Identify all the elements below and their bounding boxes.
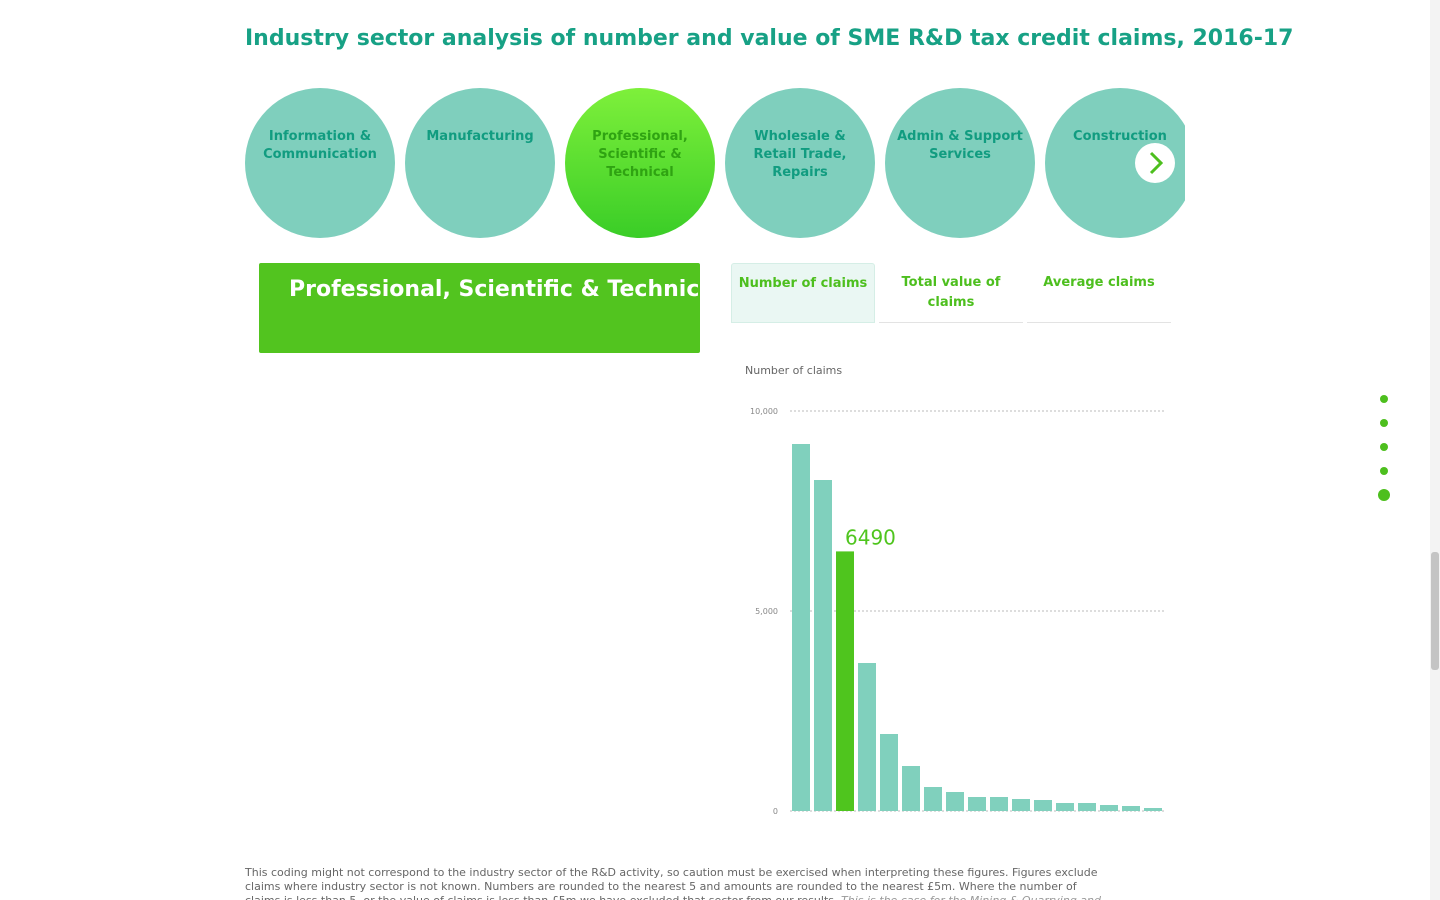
footnote: This coding might not correspond to the …: [245, 866, 1115, 900]
nav-dot[interactable]: [1380, 443, 1388, 451]
bar: [814, 480, 832, 811]
nav-dot[interactable]: [1380, 419, 1388, 427]
bar: [1144, 808, 1162, 811]
bar: [880, 734, 898, 811]
nav-dot[interactable]: [1380, 395, 1388, 403]
bar: [1056, 803, 1074, 811]
bar: [946, 792, 964, 811]
bar: [1012, 799, 1030, 811]
chart: Number of claims 0 5,000 10,000 6490: [745, 364, 1165, 816]
y-tick-label: 5,000: [755, 607, 778, 616]
scrollbar-thumb[interactable]: [1431, 552, 1439, 670]
tab[interactable]: Average claims: [1027, 263, 1171, 323]
bar: [858, 663, 876, 811]
page-title: Industry sector analysis of number and v…: [245, 26, 1294, 51]
bar: [1034, 800, 1052, 811]
bar: [792, 444, 810, 811]
sector-circle[interactable]: Wholesale & Retail Trade, Repairs: [725, 88, 875, 238]
y-tick-label: 10,000: [750, 407, 778, 416]
value-label: 6490: [845, 525, 896, 549]
bar: [968, 797, 986, 811]
panel-title: Professional, Scientific & Technical: [289, 277, 722, 302]
sector-circle[interactable]: Information & Communication: [245, 88, 395, 238]
footnote-text: This coding might not correspond to the …: [245, 866, 1098, 900]
sector-circle[interactable]: Professional, Scientific & Technical: [565, 88, 715, 238]
sector-panel: Professional, Scientific & Technical: [259, 263, 722, 353]
bar: [924, 787, 942, 811]
y-axis-title: Number of claims: [745, 364, 842, 377]
bar: [990, 797, 1008, 811]
sector-circle[interactable]: Admin & Support Services: [885, 88, 1035, 238]
bar: [902, 766, 920, 811]
bar: [1100, 805, 1118, 811]
nav-dot-active[interactable]: [1378, 489, 1390, 501]
tab[interactable]: Total value of claims: [879, 263, 1023, 323]
tab[interactable]: Number of claims: [731, 263, 875, 323]
sector-circle[interactable]: Manufacturing: [405, 88, 555, 238]
footnote-note: This is the case for the Mining & Quarry…: [245, 894, 1101, 900]
bar: [1122, 806, 1140, 811]
nav-dot[interactable]: [1380, 467, 1388, 475]
scrollbar[interactable]: [1430, 0, 1440, 900]
y-tick-label: 0: [773, 807, 778, 816]
bar: [1078, 803, 1096, 811]
next-button[interactable]: [1135, 143, 1175, 183]
bar: [836, 551, 854, 811]
